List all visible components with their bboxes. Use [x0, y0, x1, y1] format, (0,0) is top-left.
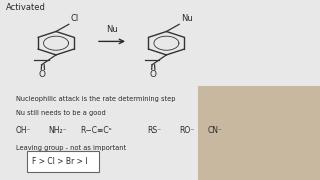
Text: R−C≡Cᵒ: R−C≡Cᵒ [80, 126, 112, 135]
Text: O: O [39, 70, 46, 79]
Text: Nu still needs to be a good: Nu still needs to be a good [16, 110, 106, 116]
Text: RS⁻: RS⁻ [147, 126, 161, 135]
Text: F > Cl > Br > I: F > Cl > Br > I [32, 157, 87, 166]
Text: CN⁻: CN⁻ [208, 126, 223, 135]
Text: Nu: Nu [106, 25, 118, 34]
Text: RO⁻: RO⁻ [179, 126, 195, 135]
Text: Nu: Nu [181, 14, 193, 23]
Bar [198, 86, 320, 180]
Text: Nucleophilic attack is the rate determining step: Nucleophilic attack is the rate determin… [16, 96, 175, 102]
Text: O: O [149, 70, 156, 79]
Text: OH⁻: OH⁻ [16, 126, 32, 135]
Text: NH₂⁻: NH₂⁻ [48, 126, 67, 135]
Text: Activated: Activated [6, 3, 46, 12]
Text: Cl: Cl [70, 14, 79, 23]
FancyBboxPatch shape [27, 151, 99, 172]
Text: Leaving group - not as important: Leaving group - not as important [16, 145, 126, 151]
